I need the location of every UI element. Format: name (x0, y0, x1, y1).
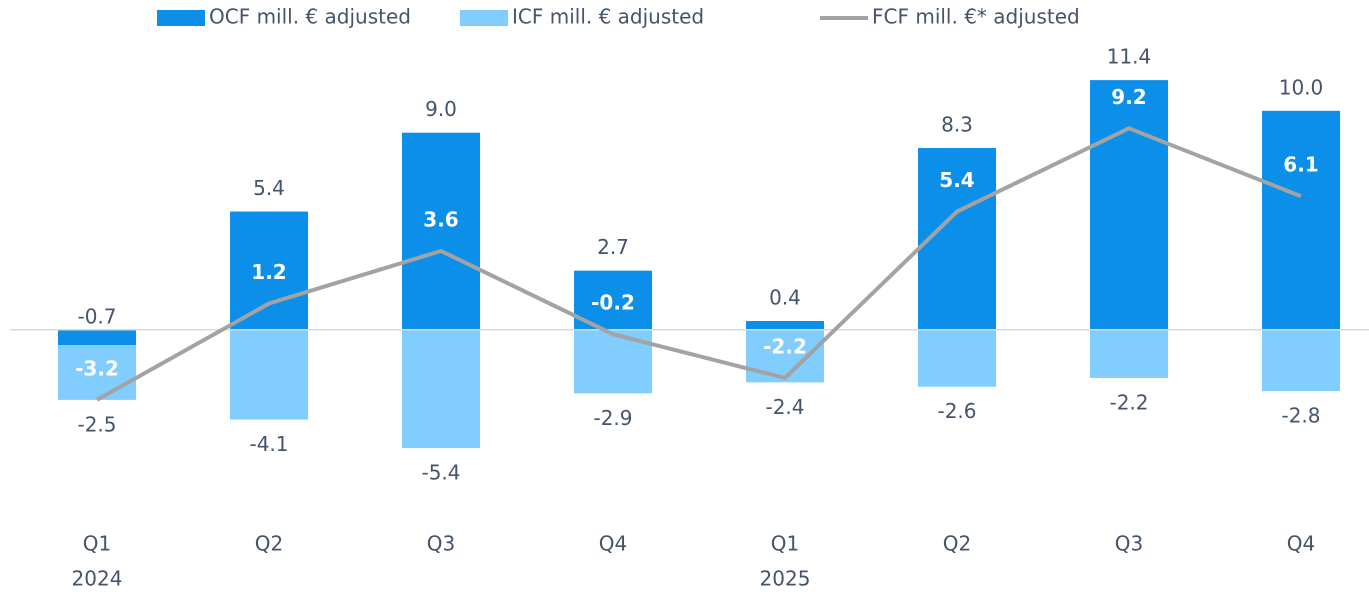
value-label: 5.4 (253, 176, 285, 200)
line (96, 126, 1302, 402)
value-label: -0.2 (591, 291, 635, 315)
bar (230, 211, 308, 330)
value-label: 8.3 (941, 113, 973, 137)
value-label: -2.8 (1281, 404, 1320, 428)
bar (230, 329, 308, 420)
value-label: 10.0 (1279, 75, 1324, 99)
x-tick-label: Q3 (1115, 532, 1143, 556)
value-label: 9.0 (425, 97, 457, 121)
value-label: 9.2 (1111, 85, 1146, 109)
value-label: -4.1 (249, 432, 288, 456)
value-label: -2.9 (593, 406, 632, 430)
bar (746, 321, 824, 330)
value-label: -2.4 (765, 395, 804, 419)
x-tick-label: Q2 (255, 532, 283, 556)
legend-label: FCF mill. €* adjusted (872, 5, 1080, 29)
value-label: 11.4 (1107, 45, 1152, 69)
bar (918, 329, 996, 387)
x-tick-label: Q1 (771, 532, 799, 556)
value-label: -2.6 (937, 399, 976, 423)
x-group-label: 2025 (760, 567, 811, 591)
value-label: -2.5 (77, 412, 116, 436)
legend-label: OCF mill. € adjusted (209, 5, 411, 29)
value-label: 5.4 (939, 168, 974, 192)
value-label: 6.1 (1283, 153, 1318, 177)
value-label: -3.2 (75, 356, 119, 380)
x-tick-label: Q4 (1287, 532, 1315, 556)
x-group-label: 2024 (72, 567, 123, 591)
bar (402, 329, 480, 449)
value-label: 3.6 (423, 207, 458, 231)
legend-label: ICF mill. € adjusted (512, 5, 704, 29)
value-label: -2.2 (763, 334, 807, 358)
bar (1090, 329, 1168, 378)
bar (58, 345, 136, 400)
value-label: 0.4 (769, 286, 801, 310)
value-label: -2.2 (1109, 390, 1148, 414)
x-tick-label: Q1 (83, 532, 111, 556)
x-tick-label: Q2 (943, 532, 971, 556)
bar (746, 329, 824, 383)
bar (402, 132, 480, 330)
bar (1262, 110, 1340, 330)
legend-swatch (460, 10, 508, 26)
value-label: 2.7 (597, 235, 629, 259)
legend-swatch (157, 10, 205, 26)
bar (58, 329, 136, 346)
bar (1090, 80, 1168, 330)
x-tick-label: Q3 (427, 532, 455, 556)
value-label: -5.4 (421, 461, 460, 485)
value-label: 1.2 (251, 260, 286, 284)
value-label: -0.7 (77, 304, 116, 328)
bar (1262, 329, 1340, 392)
x-tick-label: Q4 (599, 532, 627, 556)
